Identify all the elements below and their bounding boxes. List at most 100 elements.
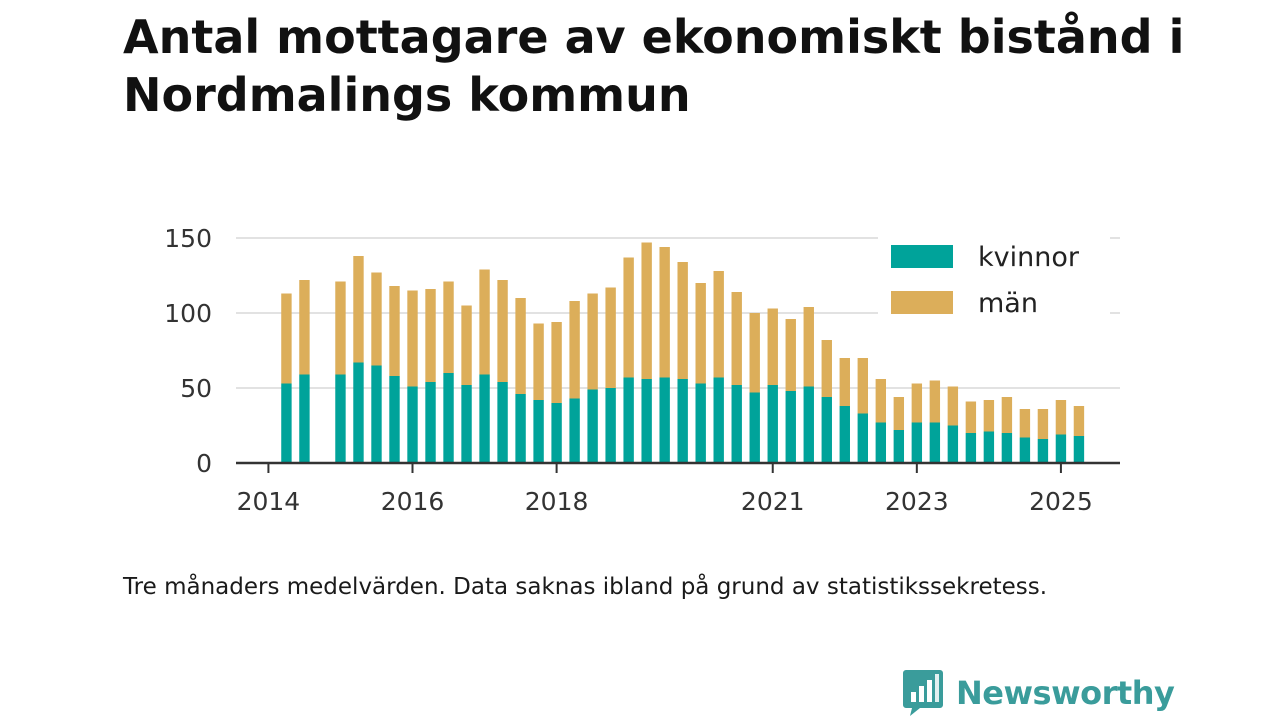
bar-segment-män — [407, 290, 418, 387]
bar-segment-kvinnor — [857, 413, 868, 463]
bar-segment-män — [623, 257, 634, 378]
bar-segment-kvinnor — [443, 373, 454, 463]
axes: 0 50 100 150 2014 2016 2018 2021 2023 2025 — [164, 224, 1120, 516]
bar-segment-män — [911, 383, 923, 423]
bar-segment-kvinnor — [371, 365, 382, 463]
bar-segment-kvinnor — [281, 383, 292, 463]
bar-segment-kvinnor — [425, 382, 436, 463]
bar-segment-män — [569, 301, 580, 399]
brand-name: Newsworthy — [956, 674, 1175, 712]
bar-segment-kvinnor — [515, 394, 526, 463]
bar-segment-kvinnor — [659, 377, 670, 463]
bar-segment-män — [479, 269, 490, 375]
bar-segment-män — [587, 293, 598, 390]
bar-segment-kvinnor — [641, 379, 652, 463]
x-tick-label: 2021 — [741, 487, 805, 516]
bar-segment-kvinnor — [1055, 434, 1067, 463]
bar-segment-kvinnor — [947, 425, 959, 463]
bar-segment-kvinnor — [1037, 439, 1049, 463]
brand-logo: Newsworthy — [902, 668, 1175, 718]
bar-segment-män — [533, 323, 544, 400]
bar-segment-män — [1019, 409, 1031, 438]
legend: kvinnor män — [878, 236, 1110, 319]
legend-swatch-män — [891, 291, 953, 314]
bar-segment-kvinnor — [353, 362, 364, 463]
bar-segment-kvinnor — [587, 389, 598, 463]
bar-segment-män — [947, 386, 959, 426]
bar-segment-män — [1073, 406, 1085, 436]
bar-segment-kvinnor — [839, 406, 850, 463]
x-tick-label: 2018 — [525, 487, 589, 516]
bar-segment-kvinnor — [677, 379, 688, 463]
x-tick-label: 2016 — [381, 487, 445, 516]
bar-segment-män — [353, 256, 364, 363]
bar-segment-män — [497, 280, 508, 382]
bar-segment-kvinnor — [821, 397, 832, 463]
bar-segment-män — [1037, 409, 1049, 439]
bar-segment-män — [1055, 400, 1067, 435]
y-tick-label: 150 — [164, 224, 212, 253]
bar-segment-män — [1001, 397, 1013, 433]
bar-segment-män — [893, 397, 905, 430]
bar-segment-män — [929, 380, 941, 423]
bar-segment-män — [659, 247, 670, 378]
y-tick-label: 100 — [164, 299, 212, 328]
bar-segment-kvinnor — [785, 391, 796, 463]
bar-segment-män — [605, 287, 616, 388]
bar-segment-män — [983, 400, 995, 432]
bar-segment-kvinnor — [911, 422, 923, 463]
bar-segment-kvinnor — [1001, 433, 1013, 463]
bar-segment-män — [281, 293, 292, 384]
bar-segment-kvinnor — [533, 400, 544, 463]
bar-segment-kvinnor — [965, 433, 977, 463]
bar-segment-män — [695, 283, 706, 384]
chart-title: Antal mottagare av ekonomiskt bistånd i … — [123, 10, 1185, 122]
bar-segment-kvinnor — [335, 374, 346, 463]
bar-segment-kvinnor — [695, 383, 706, 463]
bar-segment-män — [443, 281, 454, 373]
bar-segment-män — [749, 313, 760, 393]
bar-segment-män — [461, 305, 472, 385]
bar-segment-män — [803, 307, 814, 387]
bar-segment-kvinnor — [605, 388, 616, 463]
bar-segment-män — [713, 271, 724, 378]
bar-segment-kvinnor — [929, 422, 941, 463]
bar-segment-kvinnor — [551, 403, 562, 463]
y-tick-label: 0 — [196, 449, 212, 478]
bar-segment-kvinnor — [875, 422, 887, 463]
bar-segment-män — [767, 308, 778, 385]
x-tick-label: 2025 — [1029, 487, 1093, 516]
bar-segment-män — [425, 289, 436, 382]
bar-segment-kvinnor — [497, 382, 508, 463]
newsworthy-logo-icon — [903, 670, 943, 716]
y-tick-label: 50 — [180, 374, 212, 403]
bar-segment-män — [839, 358, 850, 406]
bar-segment-män — [641, 242, 652, 379]
bar-segment-kvinnor — [893, 430, 905, 463]
legend-label-män: män — [978, 288, 1038, 319]
bar-segment-kvinnor — [983, 431, 995, 463]
bar-segment-män — [335, 281, 346, 375]
bar-segment-män — [515, 298, 526, 394]
bar-segment-män — [389, 286, 400, 376]
bar-segment-kvinnor — [803, 386, 814, 463]
bar-segment-kvinnor — [749, 392, 760, 463]
bar-segment-män — [731, 292, 742, 385]
bar-segment-män — [677, 262, 688, 379]
bar-segment-män — [965, 401, 977, 433]
bar-segment-män — [299, 280, 310, 375]
bar-segment-kvinnor — [1019, 437, 1031, 463]
x-tick-label: 2014 — [237, 487, 301, 516]
bar-segment-kvinnor — [767, 385, 778, 463]
bar-segment-kvinnor — [569, 398, 580, 463]
bar-segment-män — [857, 358, 868, 414]
bar-segment-kvinnor — [389, 376, 400, 463]
bar-segment-män — [785, 319, 796, 391]
bar-segment-kvinnor — [1073, 436, 1085, 463]
bar-segment-kvinnor — [461, 385, 472, 463]
bar-segment-kvinnor — [407, 386, 418, 463]
bar-segment-män — [875, 379, 887, 423]
legend-label-kvinnor: kvinnor — [978, 242, 1080, 273]
bar-segment-män — [371, 272, 382, 366]
stacked-bar-chart: 0 50 100 150 2014 2016 2018 2021 2023 2025 kvinno… — [164, 224, 1120, 516]
